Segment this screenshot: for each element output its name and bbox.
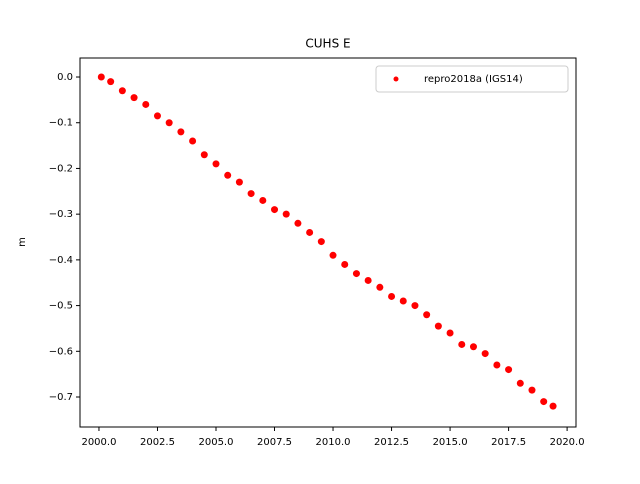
x-tick-label: 2002.5 xyxy=(140,437,175,448)
x-tick-label: 2005.0 xyxy=(198,437,233,448)
x-tick-label: 2007.5 xyxy=(257,437,292,448)
y-tick-label: −0.7 xyxy=(49,392,73,403)
x-tick-label: 2017.5 xyxy=(491,437,526,448)
legend-box xyxy=(375,65,569,93)
x-tick-label: 2000.0 xyxy=(81,437,116,448)
data-point xyxy=(376,283,384,291)
chart-title: CUHS E xyxy=(305,37,350,51)
data-point xyxy=(118,87,126,95)
x-tick-label: 2012.5 xyxy=(374,437,409,448)
axes-frame xyxy=(79,57,577,428)
data-point xyxy=(142,100,150,108)
x-tick-label: 2020.0 xyxy=(550,437,585,448)
data-point xyxy=(446,329,454,337)
y-tick-label: −0.3 xyxy=(49,209,73,220)
data-point xyxy=(481,350,489,358)
data-point xyxy=(540,398,548,406)
data-point xyxy=(352,270,360,278)
data-point xyxy=(177,128,185,136)
y-axis-label: m xyxy=(17,237,28,247)
data-point xyxy=(341,260,349,268)
data-point xyxy=(224,171,232,179)
data-point xyxy=(165,119,173,127)
legend-marker xyxy=(393,76,399,82)
data-point xyxy=(411,302,419,310)
data-point xyxy=(247,190,255,198)
data-point xyxy=(528,386,536,394)
data-point xyxy=(469,343,477,351)
data-point xyxy=(153,112,161,120)
x-tick-label: 2010.0 xyxy=(316,437,351,448)
y-tick-label: 0.0 xyxy=(57,72,73,83)
data-point xyxy=(493,361,501,369)
data-point xyxy=(505,366,513,374)
x-tick-label: 2015.0 xyxy=(433,437,468,448)
data-point xyxy=(259,196,267,204)
data-point xyxy=(235,178,243,186)
data-point xyxy=(549,402,557,410)
y-tick-label: −0.4 xyxy=(49,255,73,266)
data-point xyxy=(306,228,314,236)
data-point xyxy=(97,73,105,81)
data-point xyxy=(516,379,524,387)
data-point xyxy=(388,292,396,300)
data-point xyxy=(294,219,302,227)
data-point xyxy=(189,137,197,145)
data-point xyxy=(364,276,372,284)
data-point xyxy=(458,340,466,348)
y-tick-label: −0.6 xyxy=(49,346,73,357)
data-point xyxy=(434,322,442,330)
y-tick-label: −0.2 xyxy=(49,163,73,174)
data-point xyxy=(130,94,138,102)
y-tick-label: −0.5 xyxy=(49,301,73,312)
legend-label: repro2018a (IGS14) xyxy=(424,74,523,85)
data-point xyxy=(399,297,407,305)
data-point xyxy=(317,238,325,246)
y-tick-label: −0.1 xyxy=(49,118,73,129)
data-point xyxy=(423,311,431,319)
data-point xyxy=(282,210,290,218)
data-point xyxy=(212,160,220,168)
data-point xyxy=(329,251,337,259)
data-point xyxy=(271,206,279,214)
data-point xyxy=(200,151,208,159)
data-point xyxy=(107,78,115,86)
